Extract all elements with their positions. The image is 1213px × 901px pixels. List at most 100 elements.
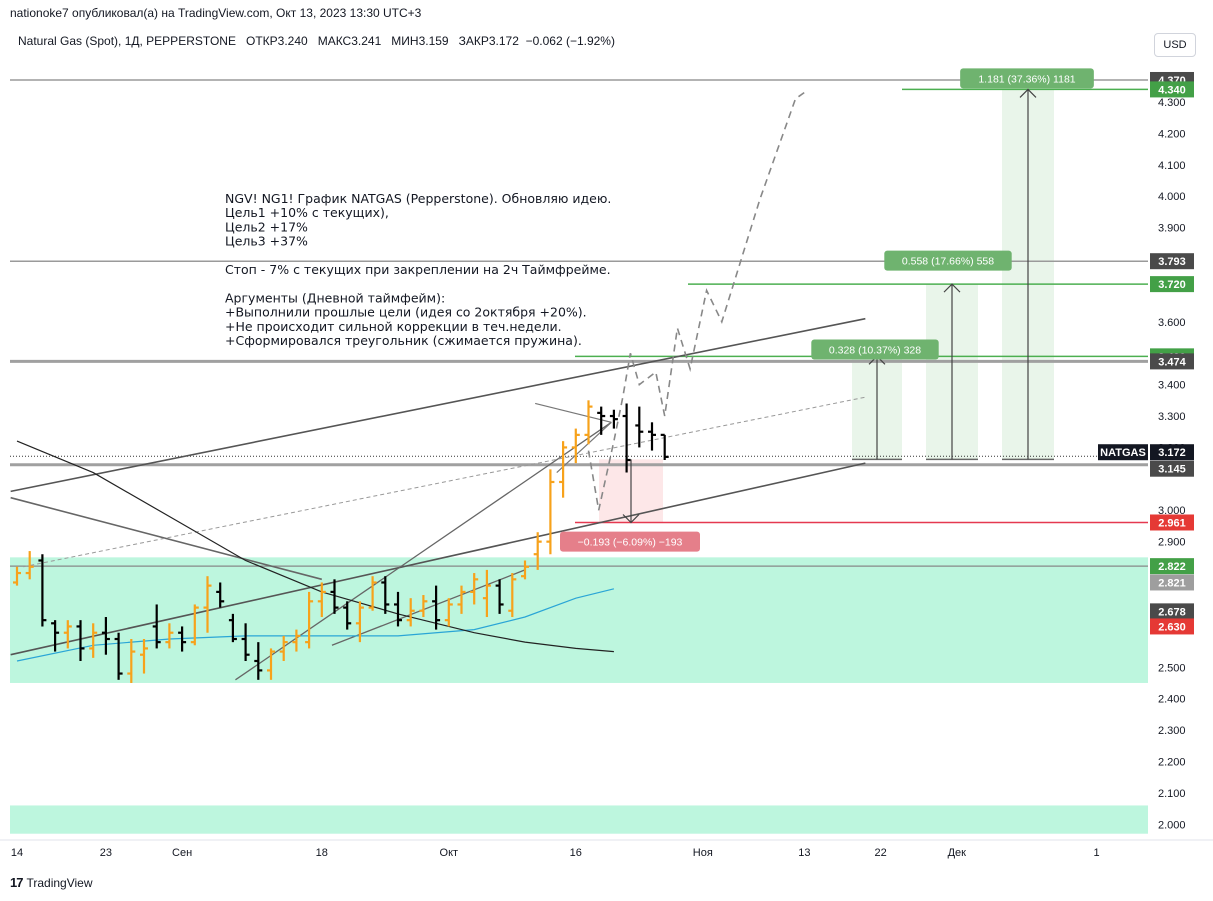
annotation-line: Цель2 +17% <box>225 219 308 234</box>
time-tick-label: 14 <box>11 847 23 859</box>
ohlc-bar <box>533 532 542 570</box>
ohlc-bar <box>127 639 136 683</box>
trend-line <box>23 396 866 568</box>
currency-button[interactable]: USD <box>1154 33 1196 57</box>
price-tick-label: 3.900 <box>1158 223 1186 235</box>
footer-brand-text: TradingView <box>26 875 93 890</box>
price-tick-label: 3.000 <box>1158 505 1186 517</box>
annotation-line: NGV! NG1! График NATGAS (Pepperstone). О… <box>225 191 611 206</box>
ohlc-bar <box>559 441 568 498</box>
price-tick-label: 2.400 <box>1158 694 1186 706</box>
ohlc-bar <box>89 623 98 658</box>
time-tick-label: Дек <box>948 847 967 859</box>
stop-label-bg <box>560 531 700 552</box>
ohlc-bar <box>330 579 339 614</box>
tradingview-logo-icon: 17 <box>10 875 24 890</box>
annotation-line: +Не происходит сильной коррекции в теч.н… <box>225 319 562 334</box>
price-tick-label: 3.400 <box>1158 380 1186 392</box>
ohlc-bar <box>190 604 199 646</box>
annotation-line: Цель3 +37% <box>225 234 308 249</box>
target-arrow-head <box>1019 88 1037 98</box>
trend-line <box>10 317 866 493</box>
price-level-tag: 2.961 <box>1158 517 1186 529</box>
ohlc-bar <box>178 626 187 652</box>
ohlc-bar <box>381 576 390 614</box>
price-level-tag-bg <box>1150 618 1194 635</box>
price-tick-label: 3.600 <box>1158 317 1186 329</box>
price-level-tag-bg <box>1150 353 1194 370</box>
ohlc-bar <box>216 582 225 608</box>
ohlc-bar <box>584 400 593 445</box>
ohlc-bar <box>152 604 161 649</box>
ohlc-bar <box>76 620 85 661</box>
ohlc-bar <box>609 409 618 429</box>
ohlc-bar <box>482 569 491 618</box>
price-tick-label: 2.500 <box>1158 662 1186 674</box>
time-tick-label: Окт <box>440 847 459 859</box>
ohlc-bar <box>63 620 72 649</box>
price-tick-label: 2.900 <box>1158 537 1186 549</box>
ohlc-bar <box>457 585 466 614</box>
footer-brand: 17 TradingView <box>10 875 93 890</box>
price-level-tag: 3.474 <box>1158 356 1186 368</box>
ohlc-bars <box>13 400 669 683</box>
time-tick-label: 16 <box>570 847 582 859</box>
target-label-bg <box>960 68 1094 89</box>
ohlc-bar <box>38 554 47 627</box>
price-level-tag: 4.340 <box>1158 84 1186 96</box>
annotation-line: +Сформировался треугольник (сжимается пр… <box>225 333 582 348</box>
ohlc-bar <box>597 406 606 435</box>
ohlc-bar <box>648 422 656 451</box>
ohlc-bar <box>51 620 60 652</box>
price-axis: 4.300 4.200 4.100 4.000 3.900 3.600 3.400 3.300… <box>1098 71 1194 831</box>
time-tick-label: 22 <box>874 847 886 859</box>
ohlc-bar <box>165 623 174 649</box>
target-label-bg <box>811 339 939 360</box>
ohlc-bar <box>470 573 479 605</box>
trend-line <box>535 402 612 423</box>
price-level-tag-bg <box>1150 444 1194 461</box>
ohlc-bar <box>508 573 517 618</box>
ohlc-bar <box>622 403 631 473</box>
price-level-tag-bg <box>1150 603 1194 620</box>
price-level-tag-bg <box>1150 514 1194 531</box>
support-zone <box>10 805 1148 834</box>
support-zone <box>10 557 1148 683</box>
price-level-tag-bg <box>1150 574 1194 591</box>
price-tick-label: 3.300 <box>1158 411 1186 423</box>
target-label: 1.181 (37.36%) 1181 <box>978 73 1075 85</box>
target-arrow-head <box>943 283 961 293</box>
ohlc-bar <box>495 579 504 614</box>
price-level-tag: 3.145 <box>1158 464 1186 476</box>
price-tick-label: 4.200 <box>1158 128 1186 140</box>
legend-open: ОТКР3.240 <box>246 34 308 48</box>
ohlc-bar <box>305 591 314 649</box>
target-label: 0.558 (17.66%) 558 <box>902 256 994 268</box>
ohlc-bar <box>635 406 644 448</box>
annotation-line: Стоп - 7% с текущих при закреплении на 2… <box>225 262 611 277</box>
projection-path-line <box>587 91 805 511</box>
support-zones <box>10 557 1148 834</box>
price-tick-label: 4.300 <box>1158 97 1186 109</box>
target-arrows: 0.328 (10.37%) 328 0.558 (17.66%) 558 1.18… <box>560 68 1094 552</box>
price-level-tag-bg <box>1150 558 1194 575</box>
projection-path <box>587 91 805 511</box>
price-tick-label: 4.100 <box>1158 160 1186 172</box>
legend-close: ЗАКР3.172 <box>458 34 519 48</box>
target-label: 0.328 (10.37%) 328 <box>829 344 921 356</box>
time-tick-label: 13 <box>798 847 810 859</box>
ohlc-bar <box>571 428 580 464</box>
ohlc-bar <box>292 629 301 652</box>
time-tick-label: Ноя <box>693 847 713 859</box>
time-tick-label: 18 <box>316 847 328 859</box>
ohlc-bar <box>444 598 453 627</box>
trend-lines <box>10 317 866 681</box>
time-tick-label: 1 <box>1093 847 1099 859</box>
symbol-tag: NATGAS <box>1100 447 1146 459</box>
price-level-tag: 2.821 <box>1158 577 1186 589</box>
trend-line <box>10 496 323 581</box>
ohlc-bar <box>267 648 275 680</box>
price-tick-label: 4.000 <box>1158 191 1186 203</box>
symbol-name[interactable]: Natural Gas (Spot), 1Д, PEPPERSTONE <box>18 34 236 48</box>
